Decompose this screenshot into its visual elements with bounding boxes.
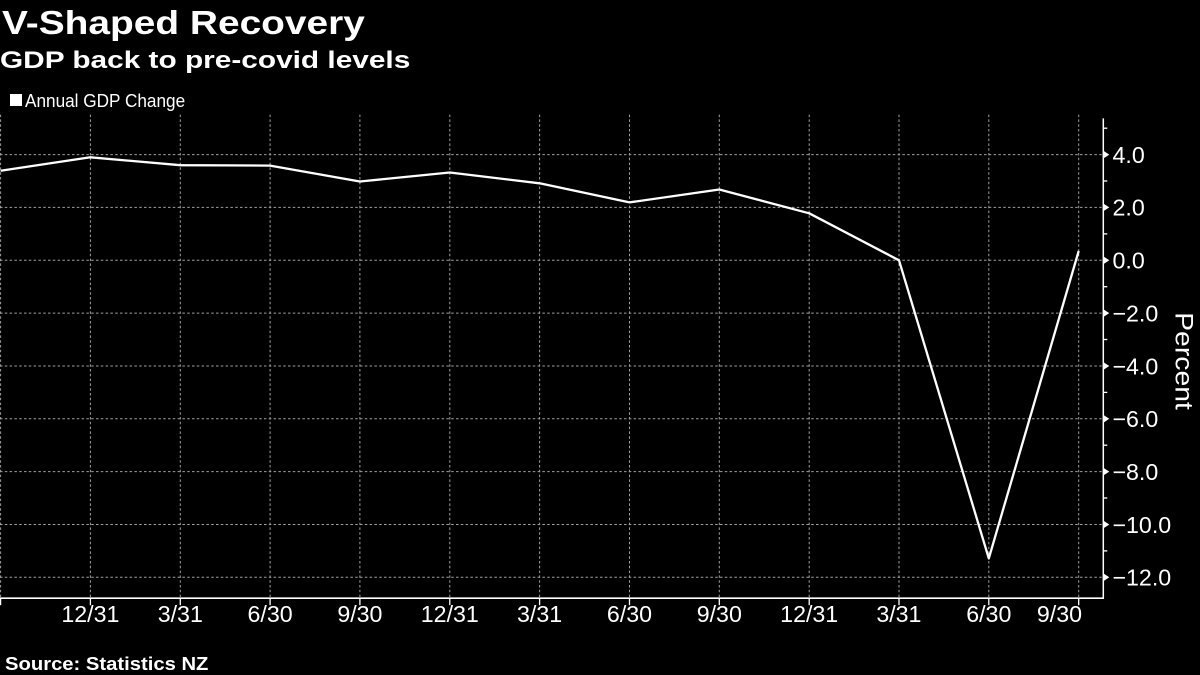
svg-text:6/30: 6/30 (966, 601, 1011, 627)
svg-text:−6.0: −6.0 (1113, 406, 1159, 432)
svg-text:−12.0: −12.0 (1113, 565, 1172, 591)
svg-text:−2.0: −2.0 (1113, 300, 1159, 326)
svg-text:−8.0: −8.0 (1113, 459, 1159, 485)
svg-text:Annual GDP Change: Annual GDP Change (25, 90, 185, 111)
svg-text:12/31: 12/31 (780, 601, 838, 627)
svg-text:3/31: 3/31 (517, 601, 562, 627)
svg-text:9/30: 9/30 (1037, 601, 1082, 627)
svg-text:3/31: 3/31 (876, 601, 921, 627)
svg-text:Source: Statistics NZ: Source: Statistics NZ (5, 654, 209, 675)
svg-text:12/31: 12/31 (61, 601, 119, 627)
svg-text:Percent: Percent (1170, 312, 1198, 410)
svg-text:12/31: 12/31 (421, 601, 479, 627)
svg-text:0.0: 0.0 (1113, 248, 1145, 274)
svg-text:6/30: 6/30 (607, 601, 652, 627)
svg-text:9/30: 9/30 (697, 601, 742, 627)
svg-text:−10.0: −10.0 (1113, 512, 1172, 538)
svg-text:2.0: 2.0 (1113, 195, 1145, 221)
svg-text:9/30: 9/30 (337, 601, 382, 627)
svg-text:4.0: 4.0 (1113, 142, 1145, 168)
svg-text:V-Shaped Recovery: V-Shaped Recovery (2, 4, 365, 42)
svg-text:−4.0: −4.0 (1113, 353, 1159, 379)
svg-text:6/30: 6/30 (248, 601, 293, 627)
svg-text:3/31: 3/31 (158, 601, 203, 627)
svg-text:GDP back to pre-covid levels: GDP back to pre-covid levels (0, 46, 410, 74)
